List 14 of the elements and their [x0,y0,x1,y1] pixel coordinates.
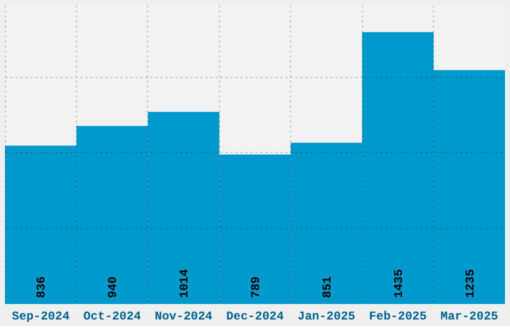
x-tick-label: Nov-2024 [154,310,212,324]
x-tick-label: Oct-2024 [83,310,141,324]
data-label: 789 [249,276,263,298]
data-label: 1435 [392,269,406,298]
x-tick-label: Mar-2025 [440,310,498,324]
x-tick-label: Jan-2025 [298,310,356,324]
data-label: 1235 [463,269,478,298]
x-tick-label: Sep-2024 [12,310,70,324]
data-label: 851 [320,276,334,298]
x-tick-label: Feb-2025 [369,310,427,324]
data-label: 940 [106,276,120,298]
data-label: 836 [34,276,49,298]
data-label: 1014 [178,269,192,298]
x-tick-label: Dec-2024 [226,310,284,324]
